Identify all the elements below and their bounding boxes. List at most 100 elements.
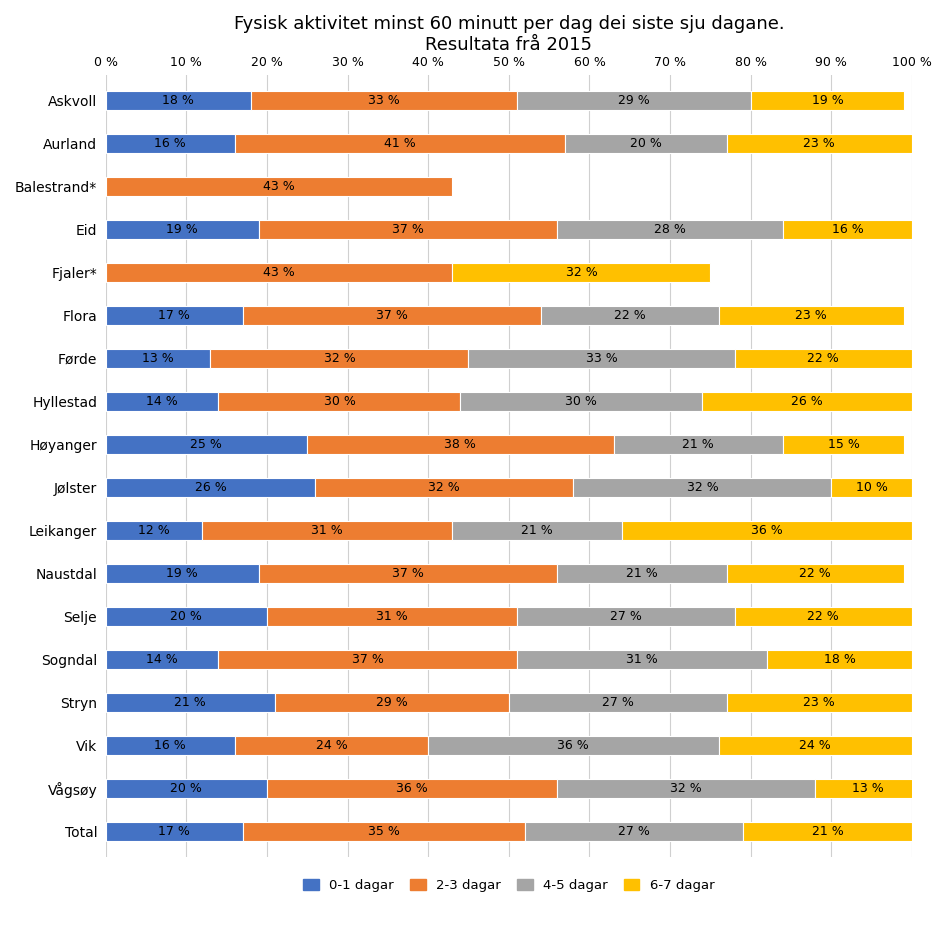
Text: 36 %: 36 % bbox=[396, 781, 428, 795]
Bar bbox=[307, 435, 614, 454]
Text: 10 %: 10 % bbox=[856, 481, 887, 494]
Text: 14 %: 14 % bbox=[146, 395, 178, 408]
Text: 31 %: 31 % bbox=[376, 610, 408, 623]
Bar bbox=[259, 220, 557, 240]
Text: 17 %: 17 % bbox=[158, 309, 190, 322]
Text: 31 %: 31 % bbox=[312, 524, 343, 537]
Bar bbox=[460, 392, 703, 411]
Bar bbox=[469, 348, 735, 368]
Title: Fysisk aktivitet minst 60 minutt per dag dei siste sju dagane.
Resultata frå 201: Fysisk aktivitet minst 60 minutt per dag… bbox=[234, 15, 784, 54]
Bar bbox=[557, 778, 815, 798]
Legend: 0-1 dagar, 2-3 dagar, 4-5 dagar, 6-7 dagar: 0-1 dagar, 2-3 dagar, 4-5 dagar, 6-7 dag… bbox=[297, 874, 720, 898]
Text: 26 %: 26 % bbox=[792, 395, 823, 408]
Text: 13 %: 13 % bbox=[142, 352, 174, 365]
Bar bbox=[235, 736, 428, 755]
Text: 18 %: 18 % bbox=[162, 94, 194, 107]
Text: 21 %: 21 % bbox=[683, 438, 714, 451]
Bar bbox=[783, 220, 912, 240]
Text: 27 %: 27 % bbox=[617, 825, 650, 838]
Bar bbox=[557, 220, 783, 240]
Bar bbox=[105, 563, 259, 583]
Bar bbox=[210, 348, 469, 368]
Bar bbox=[719, 306, 904, 325]
Text: 24 %: 24 % bbox=[315, 739, 348, 752]
Text: 31 %: 31 % bbox=[626, 652, 658, 666]
Bar bbox=[541, 306, 719, 325]
Text: 17 %: 17 % bbox=[158, 825, 190, 838]
Bar bbox=[235, 134, 565, 153]
Bar bbox=[719, 736, 912, 755]
Text: 37 %: 37 % bbox=[351, 652, 384, 666]
Text: 43 %: 43 % bbox=[263, 180, 295, 193]
Text: 29 %: 29 % bbox=[376, 696, 408, 708]
Text: 16 %: 16 % bbox=[831, 223, 864, 236]
Bar bbox=[105, 607, 267, 626]
Text: 27 %: 27 % bbox=[601, 696, 634, 708]
Text: 20 %: 20 % bbox=[170, 610, 202, 623]
Text: 32 %: 32 % bbox=[324, 352, 355, 365]
Bar bbox=[259, 563, 557, 583]
Bar bbox=[105, 220, 259, 240]
Text: 37 %: 37 % bbox=[392, 567, 424, 580]
Bar bbox=[242, 821, 525, 841]
Text: 19 %: 19 % bbox=[167, 223, 198, 236]
Text: 29 %: 29 % bbox=[618, 94, 650, 107]
Text: 25 %: 25 % bbox=[190, 438, 223, 451]
Bar bbox=[453, 521, 622, 540]
Bar bbox=[751, 91, 904, 110]
Text: 20 %: 20 % bbox=[630, 137, 662, 150]
Bar bbox=[219, 392, 460, 411]
Bar bbox=[275, 692, 509, 712]
Text: 32 %: 32 % bbox=[428, 481, 460, 494]
Text: 19 %: 19 % bbox=[167, 567, 198, 580]
Bar bbox=[517, 607, 735, 626]
Text: 21 %: 21 % bbox=[174, 696, 206, 708]
Text: 23 %: 23 % bbox=[803, 137, 835, 150]
Text: 22 %: 22 % bbox=[614, 309, 646, 322]
Bar bbox=[565, 134, 726, 153]
Text: 27 %: 27 % bbox=[610, 610, 642, 623]
Text: 22 %: 22 % bbox=[808, 610, 839, 623]
Bar bbox=[742, 821, 912, 841]
Bar bbox=[614, 435, 783, 454]
Text: 19 %: 19 % bbox=[812, 94, 843, 107]
Text: 16 %: 16 % bbox=[154, 137, 186, 150]
Bar bbox=[105, 91, 251, 110]
Text: 36 %: 36 % bbox=[558, 739, 589, 752]
Bar bbox=[726, 563, 904, 583]
Bar bbox=[557, 563, 726, 583]
Text: 28 %: 28 % bbox=[654, 223, 686, 236]
Text: 12 %: 12 % bbox=[138, 524, 170, 537]
Text: 32 %: 32 % bbox=[670, 781, 702, 795]
Bar bbox=[509, 692, 726, 712]
Bar bbox=[105, 134, 235, 153]
Text: 24 %: 24 % bbox=[799, 739, 831, 752]
Bar bbox=[517, 650, 767, 669]
Bar bbox=[726, 692, 912, 712]
Text: 26 %: 26 % bbox=[194, 481, 226, 494]
Text: 32 %: 32 % bbox=[687, 481, 718, 494]
Bar bbox=[831, 477, 912, 497]
Bar bbox=[105, 821, 242, 841]
Bar bbox=[105, 348, 210, 368]
Bar bbox=[267, 607, 517, 626]
Text: 21 %: 21 % bbox=[812, 825, 843, 838]
Bar bbox=[203, 521, 453, 540]
Bar bbox=[735, 607, 912, 626]
Bar bbox=[219, 650, 517, 669]
Bar bbox=[251, 91, 517, 110]
Bar bbox=[815, 778, 920, 798]
Bar bbox=[105, 650, 219, 669]
Text: 16 %: 16 % bbox=[154, 739, 186, 752]
Text: 37 %: 37 % bbox=[376, 309, 408, 322]
Bar bbox=[105, 177, 453, 196]
Text: 22 %: 22 % bbox=[799, 567, 831, 580]
Text: 35 %: 35 % bbox=[367, 825, 400, 838]
Bar bbox=[453, 263, 710, 282]
Bar bbox=[428, 736, 719, 755]
Text: 43 %: 43 % bbox=[263, 266, 295, 279]
Bar bbox=[105, 477, 315, 497]
Bar bbox=[525, 821, 742, 841]
Text: 33 %: 33 % bbox=[585, 352, 617, 365]
Text: 21 %: 21 % bbox=[626, 567, 658, 580]
